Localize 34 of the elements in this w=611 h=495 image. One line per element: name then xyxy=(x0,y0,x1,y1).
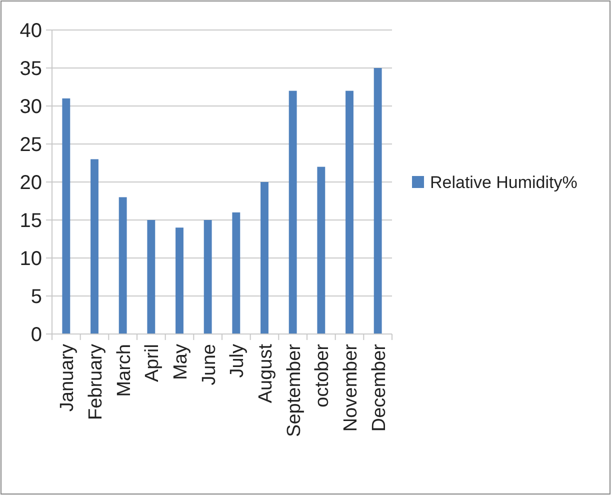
y-tick-label: 35 xyxy=(20,58,42,80)
bar xyxy=(232,212,240,334)
x-tick-label: September xyxy=(284,343,305,437)
x-tick-label: october xyxy=(312,343,334,408)
x-tick-label: December xyxy=(368,343,390,432)
x-tick-label: January xyxy=(57,344,78,412)
y-tick-label: 10 xyxy=(20,248,42,270)
x-tick-label: April xyxy=(142,344,164,382)
bar xyxy=(90,159,98,334)
bar xyxy=(374,68,382,334)
y-tick-label: 30 xyxy=(20,96,42,118)
x-tick-label: June xyxy=(198,344,220,386)
x-tick-label: July xyxy=(227,344,248,378)
bar xyxy=(346,90,354,334)
y-tick-label: 25 xyxy=(20,134,42,156)
bar xyxy=(118,197,127,334)
y-tick-label: 5 xyxy=(30,286,42,308)
bar xyxy=(288,90,297,334)
bar xyxy=(317,166,326,334)
x-tick-label: November xyxy=(340,343,362,432)
y-tick-label: 0 xyxy=(30,324,42,346)
y-tick-label: 20 xyxy=(20,172,42,194)
bar xyxy=(147,220,156,334)
x-tick-label: March xyxy=(114,344,135,397)
x-tick-label: May xyxy=(170,344,192,380)
bar xyxy=(176,228,184,334)
bar xyxy=(62,98,70,334)
y-tick-label: 15 xyxy=(20,210,42,232)
bar xyxy=(204,220,212,334)
legend-label: Relative Humidity% xyxy=(430,172,578,192)
bar xyxy=(260,182,268,334)
y-tick-label: 40 xyxy=(20,20,42,42)
x-tick-label: February xyxy=(86,344,106,420)
x-tick-label: August xyxy=(256,343,276,404)
